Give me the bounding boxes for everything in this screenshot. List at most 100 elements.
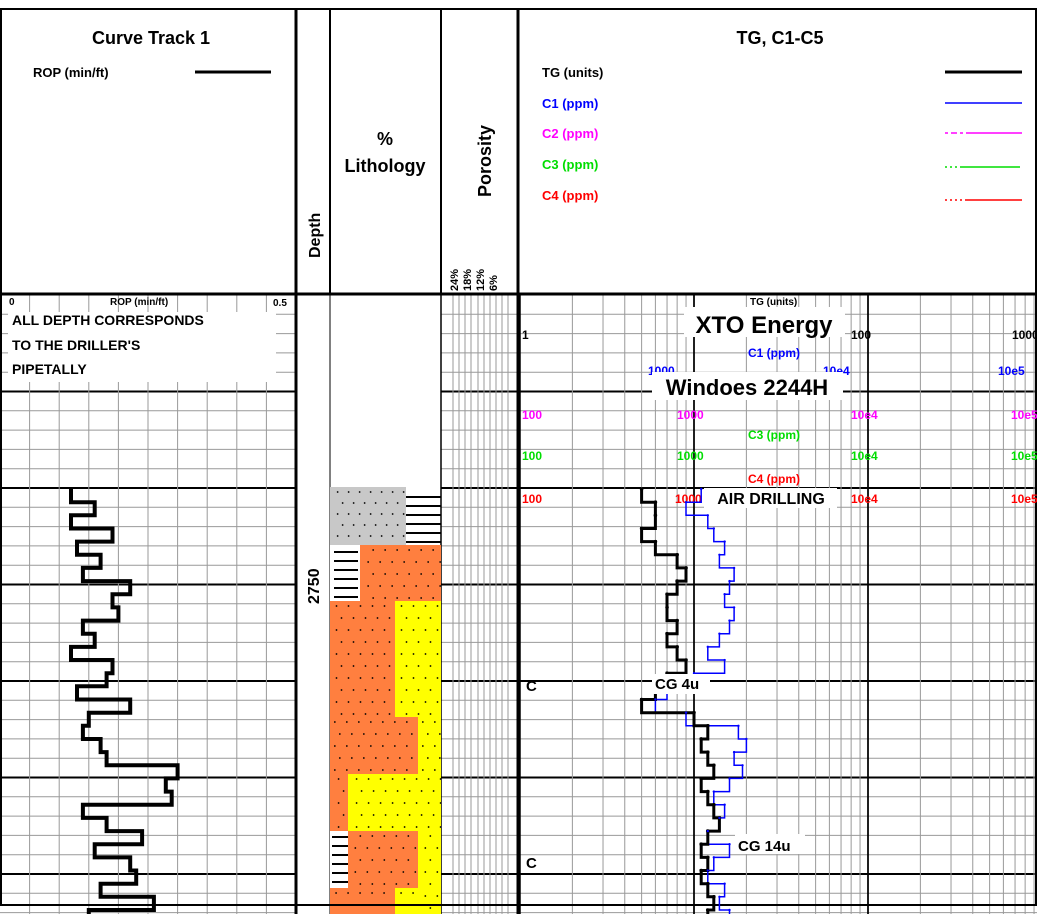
c2-legend-label: C2 (ppm) <box>542 126 598 141</box>
lithology-dot <box>371 653 374 655</box>
lithology-dot <box>408 549 411 551</box>
lithology-dot <box>439 561 442 563</box>
lithology-dot <box>384 790 387 792</box>
lithology-dot <box>414 847 417 849</box>
tg-legend-label: TG (units) <box>542 65 603 80</box>
lithology-dot <box>359 883 362 885</box>
lithology-dot <box>415 826 418 828</box>
well-name: Windoes 2244H <box>666 375 828 400</box>
rop-point <box>99 737 103 741</box>
lithology-sandstone <box>348 774 441 831</box>
lithology-dot <box>340 617 343 619</box>
lithology-dot <box>371 677 374 679</box>
c2-tick-10e5: 10e5 <box>1011 408 1037 422</box>
lithology-dot <box>371 629 374 631</box>
lithology-dot <box>393 721 396 723</box>
tg-point <box>692 710 696 715</box>
lithology-dot <box>347 491 350 493</box>
lithology-dot <box>386 757 389 759</box>
lithology-dot <box>354 847 357 849</box>
lithology-dot <box>379 802 382 804</box>
lithology-dot <box>333 769 336 771</box>
c1-point <box>732 606 736 609</box>
lithology-dot <box>396 790 399 792</box>
note-line-2: TO THE DRILLER'S <box>12 337 140 353</box>
c1-point <box>728 579 731 583</box>
lithology-dot <box>412 653 415 655</box>
tg-point <box>639 526 644 531</box>
lithology-dot <box>335 677 338 679</box>
lithology-shale <box>330 717 418 774</box>
lithology-dot <box>359 701 362 703</box>
c1-point <box>728 777 731 780</box>
lithology-dot <box>391 561 394 563</box>
lithology-dot <box>393 745 396 747</box>
lithology-dot <box>371 835 374 837</box>
lithology-dot <box>362 757 365 759</box>
lithology-dot <box>357 769 360 771</box>
lithology-dot <box>371 883 374 885</box>
lithology-dot <box>436 871 439 873</box>
lithology-dot <box>378 847 381 849</box>
c1-point <box>723 803 726 806</box>
lithology-dot <box>415 802 418 804</box>
tg-point <box>705 908 710 912</box>
c1-scale-label: C1 (ppm) <box>748 346 800 360</box>
c4-scale-label: C4 (ppm) <box>748 472 800 486</box>
note-line-1: ALL DEPTH CORRESPONDS <box>12 312 204 328</box>
lithology-dot <box>427 561 430 563</box>
lithology-dot <box>438 757 441 759</box>
lithology-dot <box>347 513 350 515</box>
c1-point <box>723 540 726 543</box>
lithology-dot <box>408 790 411 792</box>
lithology-dot <box>345 721 348 723</box>
porosity-header: Porosity 24% 18% 12% 6% <box>449 125 500 291</box>
c1-tick-10e5: 10e5 <box>998 364 1025 378</box>
lithology-dot <box>400 892 402 894</box>
note-box <box>8 312 276 382</box>
lithology-dot <box>388 617 391 619</box>
lithology-dot <box>420 814 423 816</box>
lithology-dot <box>336 513 339 515</box>
lithology-dot <box>407 883 410 885</box>
tg-point <box>705 750 710 754</box>
lithology-dot <box>359 605 362 607</box>
c4-tick-1000: 1000 <box>675 492 702 506</box>
lithology-dot <box>357 721 360 723</box>
lithology-dot <box>402 535 405 537</box>
lithology-dot <box>342 790 345 792</box>
lithology-dot <box>432 790 435 792</box>
rop-point <box>99 882 103 886</box>
tg-point <box>705 724 710 728</box>
lithology-dot <box>417 641 420 643</box>
c2-tick-100: 100 <box>522 408 542 422</box>
lithology-dot <box>335 701 338 703</box>
lithology-dot <box>417 713 420 715</box>
lithology-dot <box>345 745 348 747</box>
lithology-dot <box>354 871 357 873</box>
c1-point <box>718 895 721 899</box>
lithology-dot <box>391 535 394 537</box>
lithology-dot <box>362 733 365 735</box>
c1-point <box>745 737 748 741</box>
lithology-dot <box>432 597 435 599</box>
lithology-dot <box>381 769 384 771</box>
lithology-dot <box>364 665 367 667</box>
lithology-dot <box>396 814 399 816</box>
lithology-dot <box>415 561 418 563</box>
lithology-dot <box>396 597 399 599</box>
rop-point <box>110 592 114 596</box>
lithology-dot <box>398 733 401 735</box>
lithology-sandstone <box>395 888 418 914</box>
porosity-header-title: Porosity <box>475 125 495 197</box>
tg-point <box>665 605 669 610</box>
lithology-dot <box>436 847 439 849</box>
c1-point <box>706 514 709 517</box>
drilling-note: AIR DRILLING <box>717 491 825 508</box>
tg-curve <box>640 489 721 914</box>
lithology-dot <box>429 907 432 909</box>
lithology-dot <box>374 733 377 735</box>
scale-row: 0 ROP (min/ft) 0.5 TG (units) <box>9 297 797 309</box>
tg-point <box>639 487 644 491</box>
lithology-dot <box>439 802 442 804</box>
